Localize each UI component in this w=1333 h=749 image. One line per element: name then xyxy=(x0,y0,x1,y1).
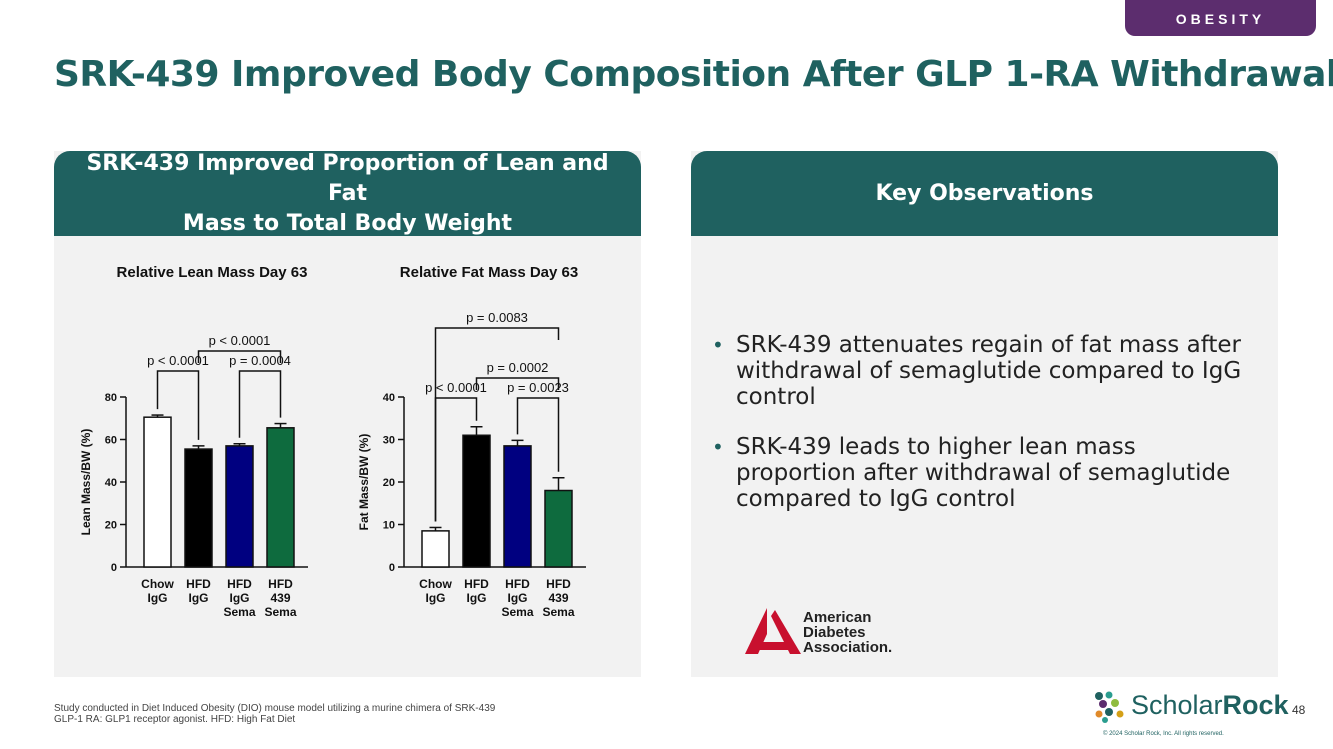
bar xyxy=(503,445,532,568)
x-tick-label: Chow xyxy=(141,577,174,591)
significance-bracket xyxy=(238,370,282,438)
chart-panel-header-line2: Mass to Total Body Weight xyxy=(182,210,513,236)
page-title: SRK-439 Improved Body Composition After … xyxy=(54,54,1333,95)
footnote: Study conducted in Diet Induced Obesity … xyxy=(54,703,495,725)
y-tick-label: 80 xyxy=(105,392,117,404)
page-number: 48 xyxy=(1292,703,1306,717)
x-tick-label: HFD xyxy=(227,577,252,591)
significance-bracket xyxy=(475,377,560,390)
x-tick-label: HFD xyxy=(505,577,530,591)
ada-line: Association. xyxy=(803,639,893,656)
observation-line: SRK-439 leads to higher lean mass xyxy=(736,434,1136,460)
x-tick-label: HFD xyxy=(546,577,571,591)
x-tick-label: IgG xyxy=(508,591,528,605)
y-tick-label: 0 xyxy=(111,562,117,574)
y-tick-label: 30 xyxy=(383,435,395,447)
scholar-rock-wordmark: ScholarRock xyxy=(1131,690,1289,721)
scholar-rock-logo: ScholarRock xyxy=(1093,690,1289,724)
ada-logo: American Diabetes Association. xyxy=(745,608,915,658)
observation-line: SRK-439 attenuates regain of fat mass af… xyxy=(736,332,1242,358)
observation-line: proportion after withdrawal of semagluti… xyxy=(736,460,1231,486)
observation-item: SRK-439 leads to higher lean mass propor… xyxy=(712,434,1257,512)
chart-title: Relative Fat Mass Day 63 xyxy=(400,264,578,281)
y-tick-label: 40 xyxy=(383,392,395,404)
significance-label: p = 0.0002 xyxy=(487,360,549,375)
y-axis-label: Fat Mass/BW (%) xyxy=(357,434,371,531)
ada-line: American xyxy=(803,609,872,626)
bar xyxy=(225,445,254,568)
x-tick-label: Sema xyxy=(264,605,296,619)
x-tick-label: Sema xyxy=(542,605,574,619)
x-tick-label: IgG xyxy=(189,591,209,605)
x-tick-label: IgG xyxy=(467,591,487,605)
chart-title: Relative Lean Mass Day 63 xyxy=(117,264,308,281)
x-tick-label: IgG xyxy=(426,591,446,605)
observations-panel: Key Observations xyxy=(691,151,1278,677)
observation-line: withdrawal of semaglutide compared to Ig… xyxy=(736,358,1242,384)
copyright: © 2024 Scholar Rock, Inc. All rights res… xyxy=(1103,731,1224,737)
observations-panel-header: Key Observations xyxy=(691,151,1278,236)
y-tick-label: 60 xyxy=(105,435,117,447)
y-tick-label: 20 xyxy=(383,477,395,489)
x-tick-label: IgG xyxy=(148,591,168,605)
y-axis-label: Lean Mass/BW (%) xyxy=(79,429,93,536)
y-tick-label: 40 xyxy=(105,477,117,489)
significance-label: p = 0.0083 xyxy=(466,310,528,325)
significance-bracket xyxy=(197,350,282,363)
y-tick-label: 10 xyxy=(383,520,395,532)
significance-bracket xyxy=(156,370,200,440)
section-tag: OBESITY xyxy=(1125,0,1316,36)
observation-item: SRK-439 attenuates regain of fat mass af… xyxy=(712,332,1257,410)
bar xyxy=(462,434,491,568)
y-tick-label: 20 xyxy=(105,520,117,532)
significance-label: p = 0.0023 xyxy=(507,380,569,395)
x-tick-label: HFD xyxy=(464,577,489,591)
bar xyxy=(184,448,213,568)
chart-panel: SRK-439 Improved Proportion of Lean and … xyxy=(54,151,641,677)
footnote-line1: Study conducted in Diet Induced Obesity … xyxy=(54,703,496,714)
chart-panel-header-line1: SRK-439 Improved Proportion of Lean and … xyxy=(86,150,609,206)
bar xyxy=(421,530,450,568)
ada-line: Diabetes xyxy=(803,624,866,641)
charts-area: Relative Lean Mass Day 63 0 20 40 60 80 Lean M… xyxy=(79,264,586,619)
x-tick-label: Chow xyxy=(419,577,452,591)
bar xyxy=(266,427,295,568)
bar xyxy=(544,489,573,568)
y-tick-label: 0 xyxy=(389,562,395,574)
significance-label: p = 0.0004 xyxy=(229,353,291,368)
significance-label: p < 0.0001 xyxy=(209,333,271,348)
x-tick-label: Sema xyxy=(223,605,255,619)
x-tick-label: Sema xyxy=(501,605,533,619)
observation-line: compared to IgG control xyxy=(736,486,1016,512)
logo-part2: Rock xyxy=(1222,690,1289,720)
significance-label: p < 0.0001 xyxy=(425,380,487,395)
ada-triangle-icon xyxy=(745,608,801,654)
observations-list: SRK-439 attenuates regain of fat mass af… xyxy=(712,332,1257,536)
x-tick-label: HFD xyxy=(268,577,293,591)
ada-logo-text: American Diabetes Association. xyxy=(803,610,892,655)
x-tick-label: 439 xyxy=(548,591,568,605)
chart-panel-header: SRK-439 Improved Proportion of Lean and … xyxy=(54,151,641,236)
footnote-line2: GLP-1 RA: GLP1 receptor agonist. HFD: Hi… xyxy=(54,714,296,725)
x-tick-label: IgG xyxy=(230,591,250,605)
logo-part1: Scholar xyxy=(1131,690,1223,720)
scholar-rock-mark-icon xyxy=(1095,691,1124,723)
significance-bracket xyxy=(516,397,560,472)
significance-bracket xyxy=(434,327,560,522)
bar xyxy=(143,416,172,568)
observation-line: control xyxy=(736,384,816,410)
x-tick-label: HFD xyxy=(186,577,211,591)
x-tick-label: 439 xyxy=(270,591,290,605)
significance-label: p < 0.0001 xyxy=(147,353,209,368)
